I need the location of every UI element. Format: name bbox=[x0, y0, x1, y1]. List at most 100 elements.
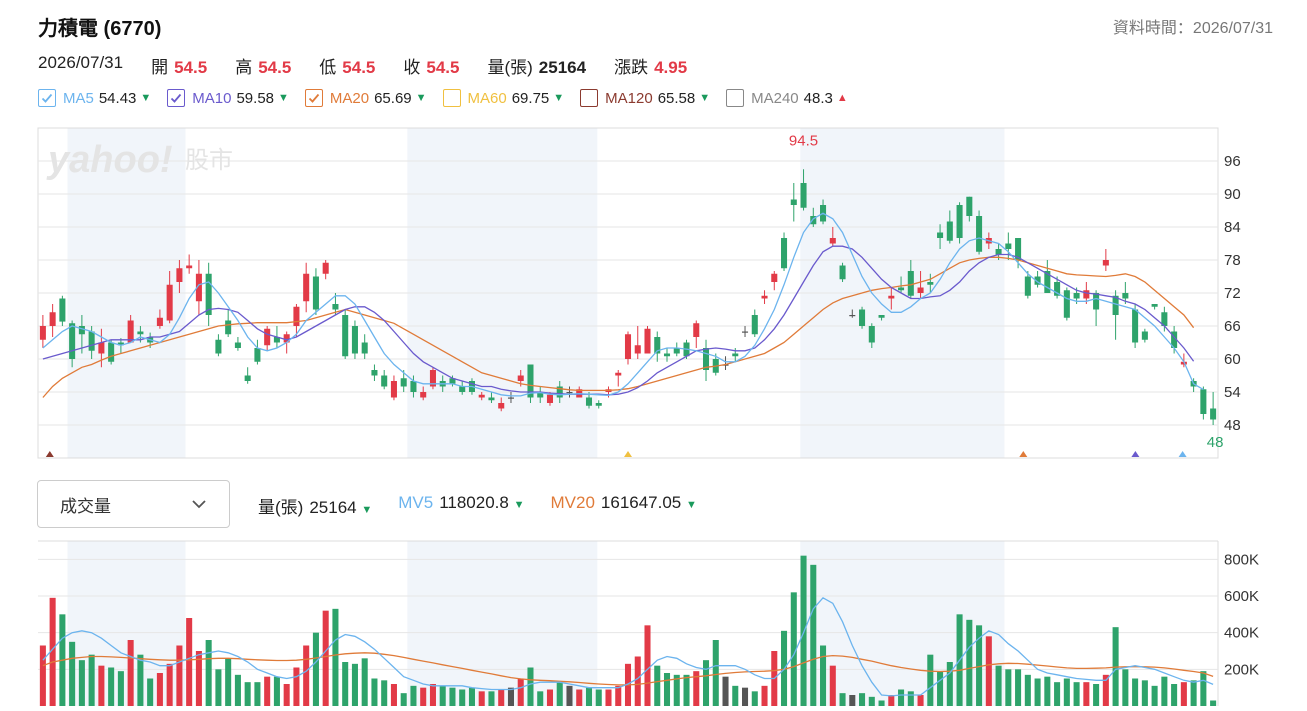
candle-body bbox=[771, 273, 778, 282]
volume-bar bbox=[937, 671, 944, 706]
candle-body bbox=[800, 183, 807, 208]
volume-bar bbox=[293, 667, 300, 706]
ma-toggle-ma10[interactable]: MA10 59.58 ▼ bbox=[167, 89, 289, 107]
triangle-down-icon: ▼ bbox=[278, 92, 289, 104]
candle-body bbox=[654, 337, 661, 354]
volume-bar bbox=[644, 625, 651, 706]
ma-legend-value: 69.75 bbox=[511, 89, 550, 107]
mv20-legend-label: MV20 bbox=[550, 493, 595, 512]
vol-legend-item: 量(張) 25164 ▼ bbox=[258, 493, 372, 518]
data-time-label: 資料時間： bbox=[1112, 20, 1193, 37]
vol-legend-label: 量(張) bbox=[258, 498, 304, 517]
candle-body bbox=[1102, 260, 1109, 266]
volume-bar bbox=[88, 654, 95, 706]
volume-bar bbox=[1063, 678, 1070, 706]
volume-bar bbox=[1034, 678, 1041, 706]
volume-bar bbox=[820, 645, 827, 706]
volume-bar bbox=[176, 645, 183, 706]
indicator-dropdown[interactable]: 成交量 bbox=[37, 480, 230, 528]
volume-bar bbox=[995, 665, 1002, 706]
mv5-legend-value: 118020.8 bbox=[439, 493, 509, 512]
close-label: 收 bbox=[403, 58, 421, 77]
volume-bar bbox=[147, 678, 154, 706]
price-tick-label: 84 bbox=[1224, 219, 1241, 236]
candle-body bbox=[566, 392, 573, 394]
volume-bar bbox=[332, 608, 339, 706]
candle-body bbox=[917, 287, 924, 293]
checkbox-checked-icon[interactable] bbox=[304, 89, 323, 107]
volume-label: 量(張) bbox=[487, 58, 533, 77]
volume-bar bbox=[800, 555, 807, 706]
ma-toggle-ma120[interactable]: MA120 65.58 ▼ bbox=[580, 89, 710, 107]
candle-body bbox=[634, 345, 641, 354]
quote-change: 漲跌 4.95 bbox=[614, 53, 687, 78]
volume-bar bbox=[517, 678, 524, 706]
candle-body bbox=[1044, 271, 1051, 293]
vol-legend-value: 25164 bbox=[309, 498, 357, 517]
candle-body bbox=[1132, 309, 1139, 343]
volume-bar bbox=[605, 689, 612, 706]
data-time-value: 2026/07/31 bbox=[1192, 20, 1273, 37]
quote-low: 低 54.5 bbox=[319, 53, 375, 78]
candle-body bbox=[156, 317, 163, 326]
ma-legend-name: MA10 bbox=[192, 89, 232, 107]
event-marker-icon bbox=[1019, 451, 1028, 457]
candle-body bbox=[1112, 295, 1119, 315]
candle-body bbox=[839, 265, 846, 280]
volume-bar bbox=[751, 691, 758, 706]
candle-body bbox=[742, 331, 749, 333]
candle-body bbox=[878, 315, 885, 318]
volume-bar bbox=[322, 610, 329, 706]
open-label: 開 bbox=[151, 58, 169, 77]
volume-bar bbox=[1210, 700, 1217, 706]
triangle-down-icon: ▼ bbox=[361, 504, 373, 516]
ma-toggle-ma240[interactable]: MA240 48.3 ▲ bbox=[726, 89, 848, 107]
volume-bar bbox=[312, 632, 319, 706]
volume-bar bbox=[264, 676, 271, 706]
candle-body bbox=[59, 298, 66, 322]
triangle-down-icon: ▼ bbox=[415, 92, 427, 104]
candle-body bbox=[585, 397, 593, 406]
candle-body bbox=[205, 273, 212, 315]
ma5-line bbox=[42, 212, 1204, 397]
candle-body bbox=[410, 381, 417, 392]
volume-bar bbox=[342, 662, 349, 706]
checkbox-icon[interactable] bbox=[726, 89, 745, 107]
checkbox-checked-icon[interactable] bbox=[167, 89, 186, 107]
volume-bar bbox=[898, 689, 905, 706]
checkbox-checked-icon[interactable] bbox=[38, 89, 56, 107]
mv20-legend-value: 161647.05 bbox=[600, 493, 682, 512]
volume-bar bbox=[273, 676, 280, 706]
volume-bar bbox=[595, 689, 602, 706]
open-value: 54.5 bbox=[174, 58, 208, 77]
volume-bar bbox=[1083, 682, 1090, 706]
event-marker-icon bbox=[624, 451, 632, 457]
candle-body bbox=[390, 381, 397, 398]
candle-body bbox=[1063, 290, 1070, 318]
candle-body bbox=[39, 326, 46, 340]
volume-bar bbox=[546, 689, 554, 706]
candle-body bbox=[488, 397, 495, 401]
candle-body bbox=[1200, 389, 1207, 414]
checkbox-icon[interactable] bbox=[580, 89, 599, 107]
volume-bar bbox=[829, 665, 836, 706]
ma20-line bbox=[42, 256, 1195, 398]
volume-bar bbox=[381, 680, 388, 706]
candle-body bbox=[1054, 282, 1061, 296]
candle-body bbox=[537, 392, 544, 398]
volume-bar bbox=[946, 662, 953, 706]
candle-body bbox=[829, 238, 836, 244]
volume-bar bbox=[1200, 671, 1207, 706]
volume-bar bbox=[351, 663, 358, 706]
candle-body bbox=[663, 353, 671, 357]
volume-bar bbox=[49, 597, 56, 706]
ma-toggle-ma20[interactable]: MA20 65.69 ▼ bbox=[304, 89, 427, 107]
candle-body bbox=[1073, 293, 1080, 299]
data-timestamp: 資料時間：2026/07/31 bbox=[1113, 14, 1273, 38]
checkbox-icon[interactable] bbox=[442, 89, 461, 107]
volume-bar bbox=[1180, 682, 1187, 706]
ma-toggle-ma5[interactable]: MA5 54.43 ▼ bbox=[38, 89, 151, 107]
ma-toggle-ma60[interactable]: MA60 69.75 ▼ bbox=[442, 89, 564, 107]
volume-bar bbox=[244, 682, 251, 706]
volume-bar bbox=[371, 678, 378, 706]
